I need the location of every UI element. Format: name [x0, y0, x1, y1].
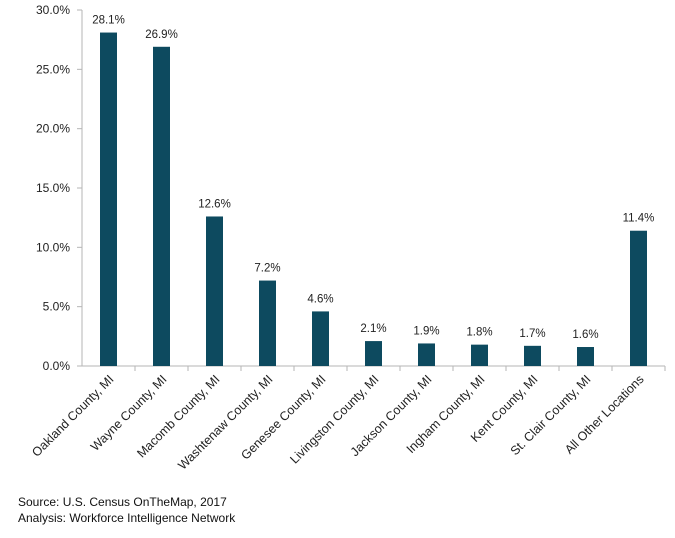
data-label: 12.6% — [198, 198, 231, 210]
bar — [312, 311, 329, 366]
data-label: 1.6% — [572, 329, 598, 341]
bar — [471, 345, 488, 366]
data-label: 26.9% — [145, 29, 178, 41]
data-label: 7.2% — [254, 263, 280, 275]
y-tick-label: 10.0% — [36, 240, 70, 254]
data-labels: 28.1% 26.9% 12.6% 7.2% 4.6% 2.1% 1.9% 1.8% 1.7% 1… — [92, 15, 654, 341]
y-tick-label: 30.0% — [36, 3, 70, 17]
bar — [206, 216, 223, 366]
bar — [100, 33, 117, 366]
data-label: 28.1% — [92, 15, 125, 27]
y-tick-label: 5.0% — [43, 300, 71, 314]
source-note: Source: U.S. Census OnTheMap, 2017 — [18, 495, 227, 509]
y-tick-label: 15.0% — [36, 181, 70, 195]
y-tick-label: 0.0% — [43, 359, 71, 373]
bar — [365, 341, 382, 366]
x-tick-label: Washtenaw County, MI — [175, 372, 275, 472]
bar — [524, 346, 541, 366]
data-label: 11.4% — [623, 213, 655, 225]
data-label: 1.8% — [466, 327, 492, 339]
analysis-note: Analysis: Workforce Intelligence Network — [18, 511, 235, 525]
bar-chart: 0.0% 5.0% 10.0% 15.0% 20.0% 25.0% 30.0% Oaklan… — [0, 0, 675, 490]
bar — [418, 343, 435, 366]
y-axis: 0.0% 5.0% 10.0% 15.0% 20.0% 25.0% 30.0% — [36, 3, 82, 373]
data-label: 2.1% — [360, 323, 386, 335]
x-tick-label: Livingston County, MI — [287, 372, 381, 466]
bar — [630, 231, 647, 366]
bar — [577, 347, 594, 366]
y-tick-label: 20.0% — [36, 122, 70, 136]
data-label: 4.6% — [307, 293, 333, 305]
data-label: 1.9% — [413, 325, 439, 337]
data-label: 1.7% — [519, 328, 545, 340]
bars — [100, 33, 647, 366]
bar — [259, 281, 276, 366]
bar — [153, 47, 170, 366]
y-tick-label: 25.0% — [36, 62, 70, 76]
